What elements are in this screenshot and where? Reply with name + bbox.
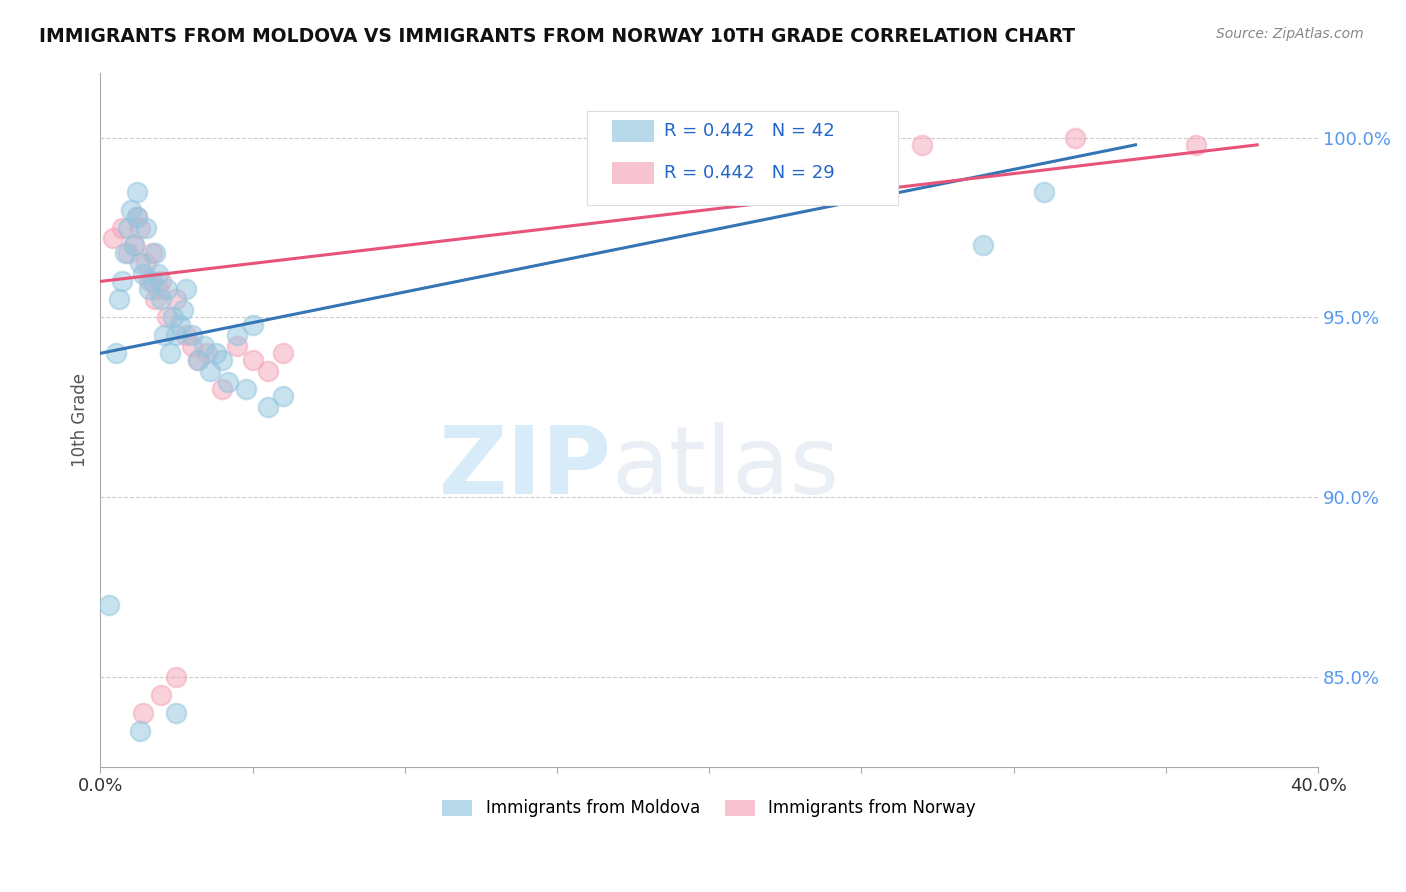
Point	[193, 339, 215, 353]
Point	[174, 282, 197, 296]
Text: R = 0.442   N = 42: R = 0.442 N = 42	[664, 122, 835, 140]
Point	[143, 293, 166, 307]
Point	[256, 364, 278, 378]
Point	[235, 382, 257, 396]
Point	[150, 688, 173, 702]
Point	[98, 598, 121, 612]
FancyBboxPatch shape	[588, 112, 898, 205]
Y-axis label: 10th Grade: 10th Grade	[72, 373, 89, 467]
Point	[141, 245, 163, 260]
Text: atlas: atlas	[612, 422, 839, 515]
Point	[174, 328, 197, 343]
Point	[1033, 185, 1056, 199]
Point	[101, 231, 124, 245]
Point	[172, 303, 194, 318]
Point	[125, 185, 148, 199]
Legend: Immigrants from Moldova, Immigrants from Norway: Immigrants from Moldova, Immigrants from…	[436, 793, 983, 824]
Point	[135, 256, 157, 270]
Point	[162, 310, 184, 325]
Point	[256, 400, 278, 414]
Point	[122, 238, 145, 252]
Point	[187, 353, 209, 368]
Point	[972, 238, 994, 252]
Point	[107, 293, 129, 307]
Point	[132, 706, 155, 720]
Point	[226, 328, 249, 343]
Point	[104, 346, 127, 360]
Point	[166, 670, 188, 684]
Point	[125, 210, 148, 224]
Point	[166, 293, 188, 307]
Bar	[612, 161, 654, 184]
Point	[271, 389, 294, 403]
Text: IMMIGRANTS FROM MOLDOVA VS IMMIGRANTS FROM NORWAY 10TH GRADE CORRELATION CHART: IMMIGRANTS FROM MOLDOVA VS IMMIGRANTS FR…	[39, 27, 1076, 45]
Point	[148, 282, 170, 296]
Point	[169, 318, 191, 332]
Point	[198, 364, 221, 378]
Point	[143, 245, 166, 260]
Point	[148, 267, 170, 281]
Point	[138, 274, 160, 288]
Text: Source: ZipAtlas.com: Source: ZipAtlas.com	[1216, 27, 1364, 41]
Point	[1063, 130, 1085, 145]
Point	[1185, 137, 1208, 152]
Point	[166, 706, 188, 720]
Point	[132, 267, 155, 281]
Point	[180, 339, 202, 353]
Point	[195, 346, 218, 360]
Text: ZIP: ZIP	[439, 422, 612, 515]
Point	[125, 210, 148, 224]
Point	[187, 353, 209, 368]
Point	[271, 346, 294, 360]
Point	[156, 282, 179, 296]
Point	[211, 353, 233, 368]
Point	[153, 328, 176, 343]
Point	[117, 245, 139, 260]
Point	[135, 220, 157, 235]
Point	[120, 202, 142, 217]
Point	[122, 238, 145, 252]
Point	[211, 382, 233, 396]
Point	[138, 282, 160, 296]
Point	[226, 339, 249, 353]
Point	[129, 723, 152, 738]
Point	[117, 220, 139, 235]
Point	[242, 353, 264, 368]
Point	[159, 346, 181, 360]
Point	[141, 274, 163, 288]
Point	[129, 220, 152, 235]
Point	[217, 375, 239, 389]
Text: R = 0.442   N = 29: R = 0.442 N = 29	[664, 164, 835, 182]
Point	[129, 256, 152, 270]
Point	[150, 274, 173, 288]
Point	[242, 318, 264, 332]
Bar	[612, 120, 654, 143]
Point	[111, 220, 134, 235]
Point	[911, 137, 934, 152]
Point	[166, 328, 188, 343]
Point	[180, 328, 202, 343]
Point	[114, 245, 136, 260]
Point	[156, 310, 179, 325]
Point	[150, 293, 173, 307]
Point	[205, 346, 228, 360]
Point	[111, 274, 134, 288]
